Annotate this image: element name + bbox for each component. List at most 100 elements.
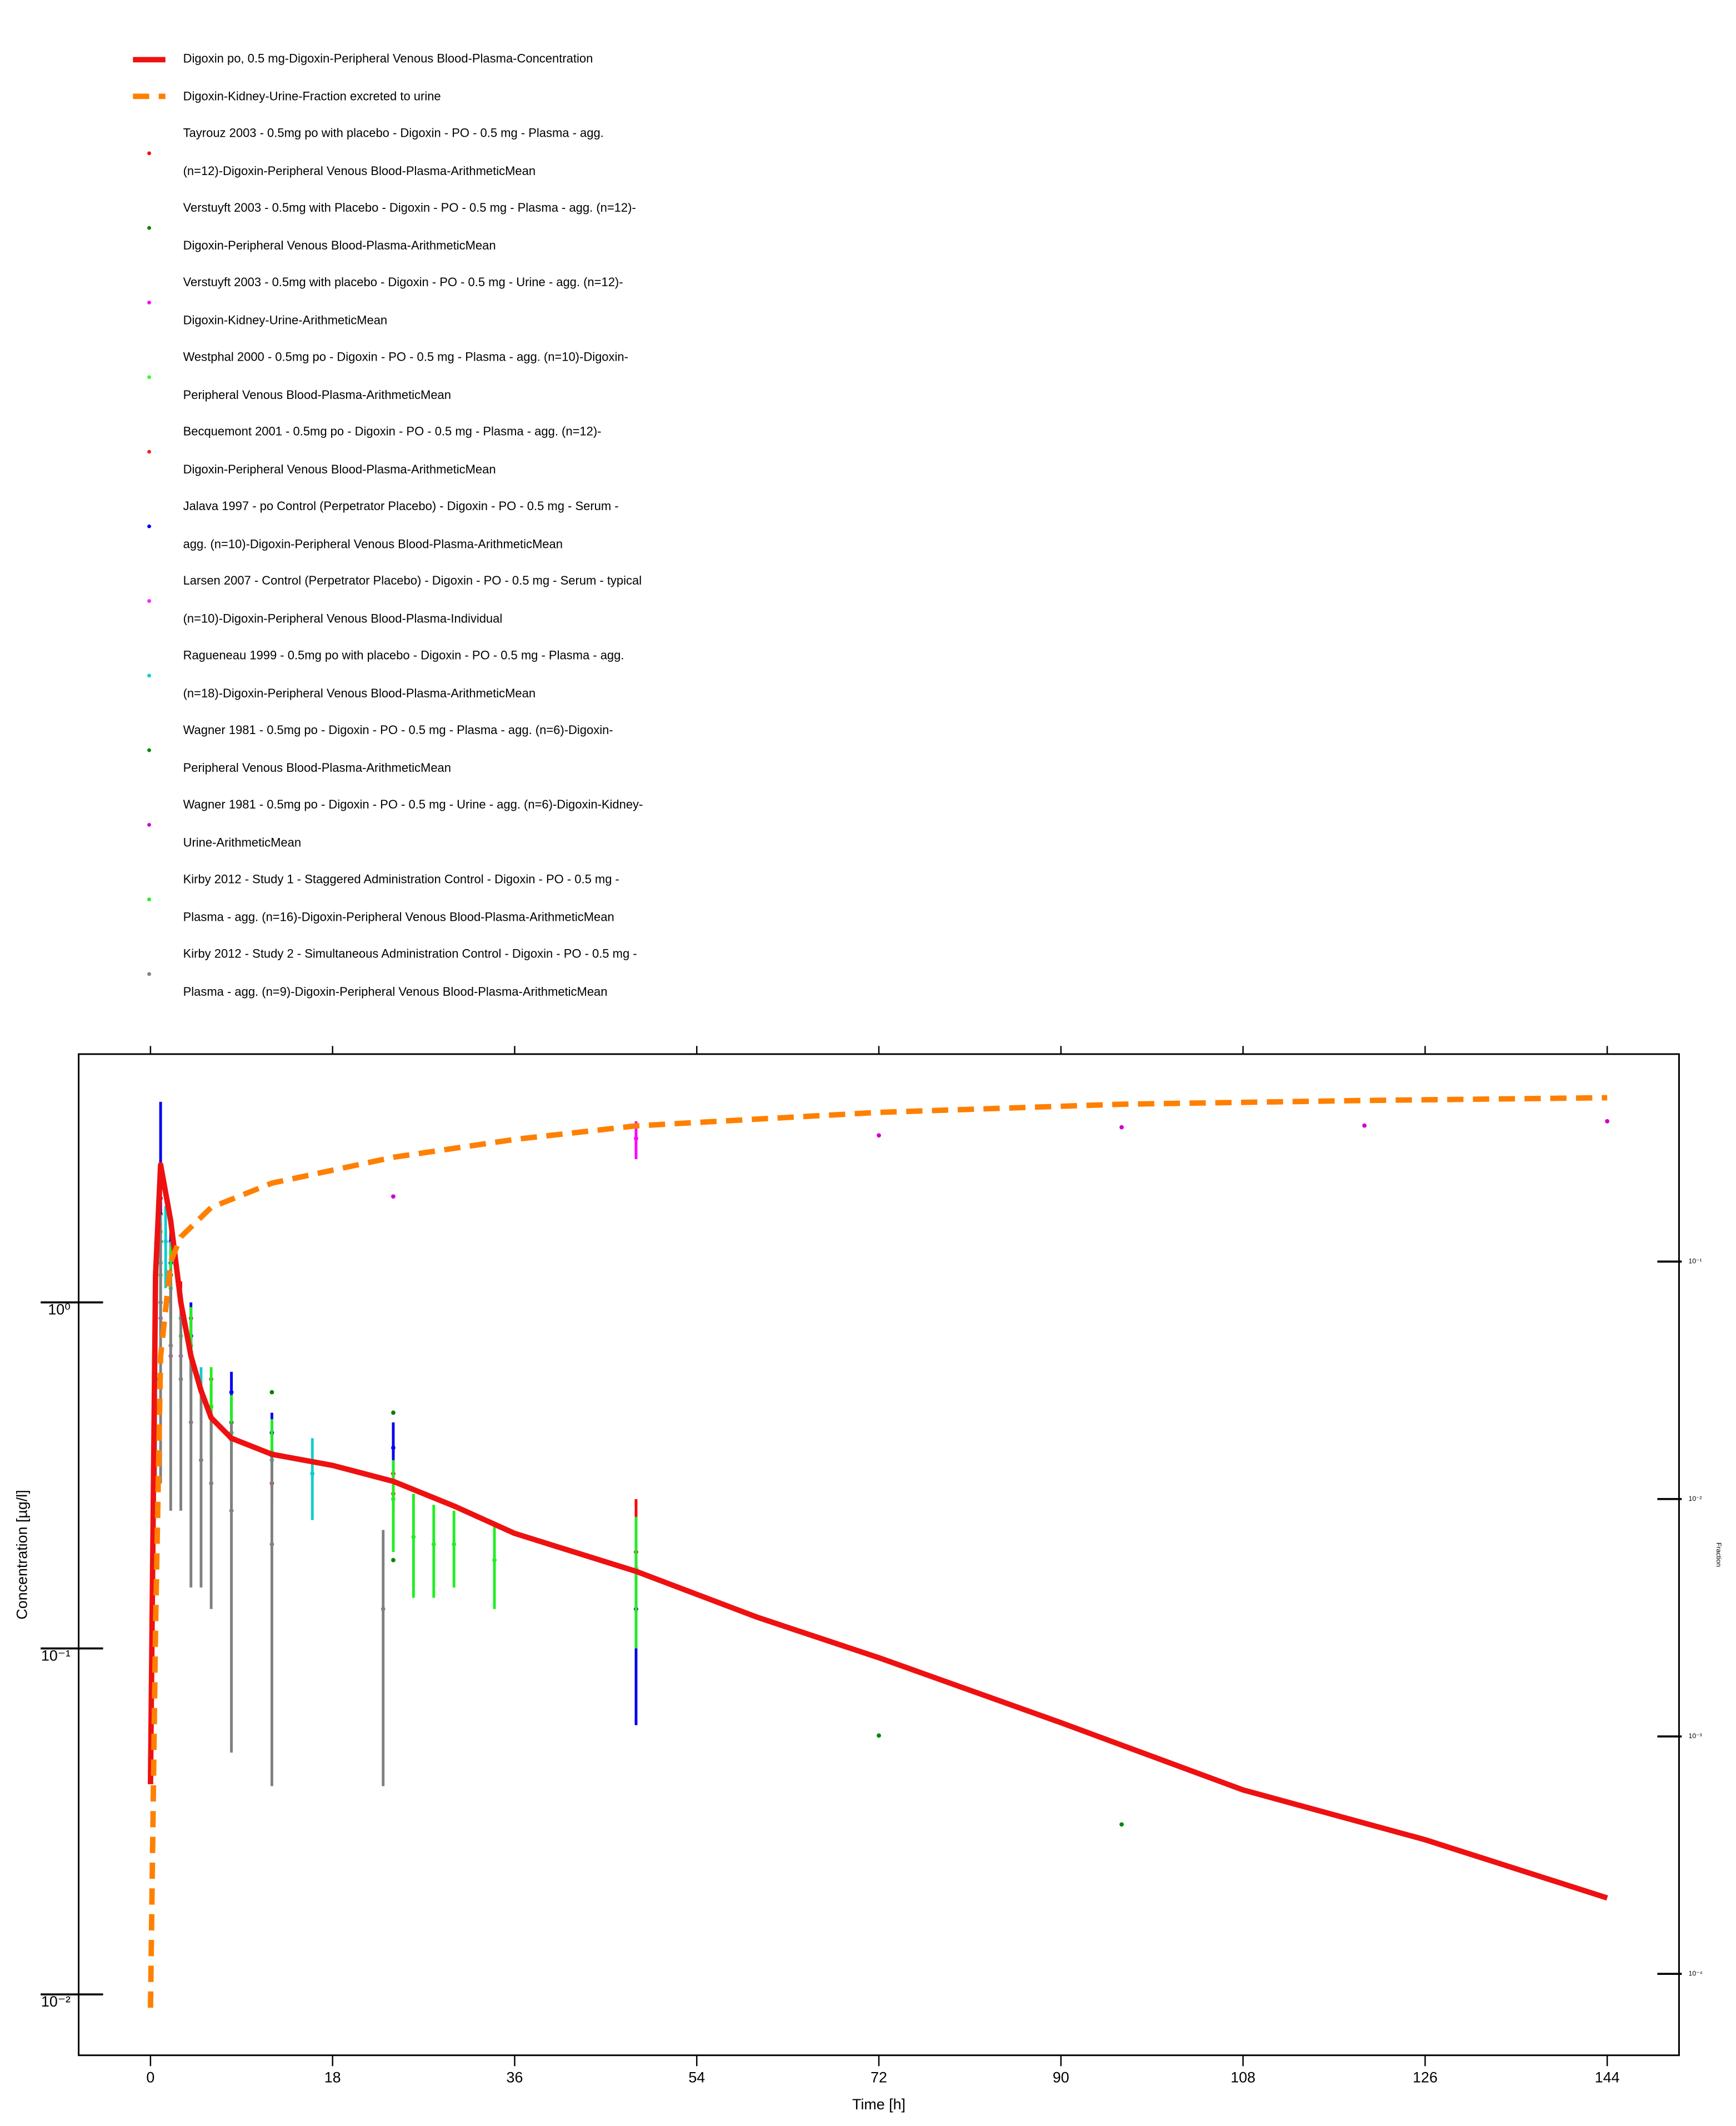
data-point <box>492 1558 497 1563</box>
legend-marker <box>147 971 151 976</box>
model-curve <box>148 1162 1608 1901</box>
y2-tick-label: 10⁻² <box>1689 1495 1702 1503</box>
data-point <box>452 1542 457 1546</box>
legend-marker <box>147 747 151 752</box>
data-point <box>269 1542 274 1546</box>
data-point <box>1605 1119 1610 1124</box>
legend-symbol <box>147 151 151 155</box>
legend-marker <box>147 225 151 229</box>
legend-label: Kirby 2012 - Study 2 - Simultaneous Admi… <box>183 947 637 998</box>
legend-entry: Kirby 2012 - Study 2 - Simultaneous Admi… <box>133 936 644 1011</box>
data-point <box>199 1458 203 1463</box>
legend-label: Jalava 1997 - po Control (Perpetrator Pl… <box>183 499 619 550</box>
legend-label: Larsen 2007 - Control (Perpetrator Place… <box>183 573 642 625</box>
data-point <box>391 1410 396 1415</box>
legend-entry: Verstuyft 2003 - 0.5mg with Placebo - Di… <box>133 190 644 264</box>
x-tick-label: 90 <box>1053 2069 1069 2085</box>
legend-label: Kirby 2012 - Study 1 - Staggered Adminis… <box>183 872 619 924</box>
y-tick-label: 10⁰ <box>48 1301 71 1318</box>
legend-label: Digoxin-Kidney-Urine-Fraction excreted t… <box>183 88 441 103</box>
legend-symbol <box>147 449 151 453</box>
legend-marker <box>147 151 151 155</box>
data-point <box>1119 1822 1124 1827</box>
legend-label: Rague­neau 1999 - 0.5mg po with placebo … <box>183 648 624 700</box>
data-point <box>877 1133 881 1138</box>
x-tick-label: 72 <box>870 2069 887 2085</box>
data-point <box>163 1239 168 1244</box>
x-axis-label: Time [h] <box>852 2096 905 2113</box>
data-point <box>391 1194 396 1199</box>
data-point <box>310 1471 315 1476</box>
legend-entry: Digoxin-Kidney-Urine-Fraction excreted t… <box>133 78 644 115</box>
legend-symbol <box>147 897 151 901</box>
x-tick-label: 126 <box>1413 2069 1438 2085</box>
data-point <box>391 1445 396 1450</box>
legend-entry: Digoxin po, 0.5 mg-Digoxin-Peripheral Ve… <box>133 41 644 78</box>
y2-tick-label: 10⁻³ <box>1689 1732 1702 1740</box>
legend-entry: Becquemont 2001 - 0.5mg po - Digoxin - P… <box>133 414 644 488</box>
data-point <box>391 1558 396 1563</box>
legend-marker <box>147 523 151 528</box>
legend-symbol <box>147 673 151 677</box>
legend-label: Wagner 1981 - 0.5mg po - Digoxin - PO - … <box>183 797 643 849</box>
y-tick-label: 10⁻¹ <box>41 1647 71 1664</box>
legend-entry: Tayrouz 2003 - 0.5mg po with placebo - D… <box>133 116 644 190</box>
legend-label: Becquemont 2001 - 0.5mg po - Digoxin - P… <box>183 425 602 476</box>
legend-marker <box>147 375 151 378</box>
legend-marker <box>147 897 151 901</box>
y-axis-label: Concentration [µg/l] <box>14 1490 31 1619</box>
legend-entry: Larsen 2007 - Control (Perpetrator Place… <box>133 563 644 637</box>
data-point <box>391 1497 396 1501</box>
legend-marker <box>147 300 151 304</box>
legend-symbol <box>147 971 151 976</box>
y2-axis-label: Fraction <box>1715 1543 1723 1567</box>
data-point <box>158 1300 163 1305</box>
x-tick-label: 0 <box>146 2069 154 2085</box>
data-point <box>381 1606 386 1611</box>
data-point <box>269 1390 274 1395</box>
data-point <box>168 1343 173 1348</box>
legend-marker <box>147 449 151 453</box>
data-point <box>178 1377 183 1381</box>
legend-entry: Kirby 2012 - Study 1 - Staggered Adminis… <box>133 861 644 936</box>
legend-entry: Wagner 1981 - 0.5mg po - Digoxin - PO - … <box>133 712 644 787</box>
y2-tick-label: 10⁻⁴ <box>1689 1969 1703 1977</box>
legend-entry: Jalava 1997 - po Control (Perpetrator Pl… <box>133 488 644 563</box>
data-point <box>188 1420 193 1425</box>
x-tick-label: 18 <box>324 2069 341 2085</box>
legend-marker <box>133 56 166 62</box>
legend-label: Tayrouz 2003 - 0.5mg po with placebo - D… <box>183 126 604 177</box>
legend-marker <box>147 673 151 677</box>
y-tick-label: 10⁻² <box>41 1993 71 2010</box>
data-point <box>229 1390 234 1395</box>
x-tick-label: 36 <box>507 2069 523 2085</box>
legend-entry: Wagner 1981 - 0.5mg po - Digoxin - PO - … <box>133 787 644 861</box>
legend-symbol <box>147 300 151 304</box>
legend-label: Verstuyft 2003 - 0.5mg with placebo - Di… <box>183 275 623 327</box>
data-point <box>411 1534 416 1539</box>
y2-tick-label: 10⁻¹ <box>1689 1257 1702 1265</box>
legend: Digoxin po, 0.5 mg-Digoxin-Peripheral Ve… <box>133 41 644 1011</box>
legend-symbol <box>147 523 151 528</box>
data-point <box>229 1508 234 1513</box>
legend-label: Wagner 1981 - 0.5mg po - Digoxin - PO - … <box>183 723 613 774</box>
data-point <box>209 1481 214 1486</box>
legend-label: Verstuyft 2003 - 0.5mg with Placebo - Di… <box>183 201 636 252</box>
legend-symbol <box>147 822 151 826</box>
legend-marker <box>147 822 151 826</box>
data-point <box>634 1136 638 1141</box>
legend-symbol <box>147 375 151 378</box>
legend-symbol <box>147 747 151 752</box>
data-point <box>1362 1123 1367 1128</box>
data-point <box>431 1542 436 1546</box>
model-curve <box>148 1095 1608 2008</box>
legend-entry: Westphal 2000 - 0.5mg po - Digoxin - PO … <box>133 339 644 413</box>
legend-entry: Verstuyft 2003 - 0.5mg with placebo - Di… <box>133 264 644 339</box>
legend-label: Digoxin po, 0.5 mg-Digoxin-Peripheral Ve… <box>183 51 593 66</box>
x-tick-label: 54 <box>688 2069 705 2085</box>
legend-marker <box>147 598 151 602</box>
legend-label: Westphal 2000 - 0.5mg po - Digoxin - PO … <box>183 350 628 401</box>
legend-symbol <box>147 598 151 602</box>
